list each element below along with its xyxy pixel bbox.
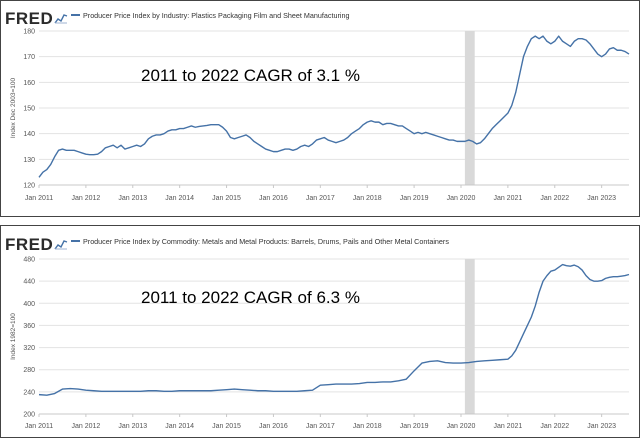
x-tick-label: Jan 2022	[540, 423, 569, 430]
x-tick-label: Jan 2015	[212, 195, 241, 202]
x-tick-label: Jan 2019	[400, 195, 429, 202]
y-tick-label: 360	[23, 323, 35, 330]
y-tick-label: 280	[23, 367, 35, 374]
x-tick-label: Jan 2023	[587, 195, 616, 202]
x-tick-label: Jan 2023	[587, 423, 616, 430]
recession-shade	[464, 259, 475, 414]
y-tick-label: 130	[23, 157, 35, 164]
y-tick-label: 180	[23, 29, 35, 36]
x-tick-label: Jan 2016	[259, 195, 288, 202]
x-tick-label: Jan 2020	[447, 423, 476, 430]
x-tick-label: Jan 2021	[493, 195, 522, 202]
x-tick-label: Jan 2014	[165, 423, 194, 430]
fred-chart-icon	[54, 14, 68, 24]
x-tick-label: Jan 2022	[540, 195, 569, 202]
x-tick-label: Jan 2020	[447, 195, 476, 202]
x-tick-label: Jan 2014	[165, 195, 194, 202]
x-tick-label: Jan 2016	[259, 423, 288, 430]
x-tick-label: Jan 2013	[118, 195, 147, 202]
x-tick-label: Jan 2015	[212, 423, 241, 430]
y-tick-label: 120	[23, 183, 35, 190]
y-tick-label: 400	[23, 301, 35, 308]
series-line	[38, 263, 630, 396]
x-tick-label: Jan 2011	[25, 195, 53, 202]
y-tick-label: 440	[23, 279, 35, 286]
y-axis-label: Index 1982=100	[10, 313, 17, 360]
fred-chart-icon	[54, 240, 68, 250]
y-tick-label: 480	[23, 257, 35, 264]
x-tick-label: Jan 2017	[306, 195, 335, 202]
chart-panel-plastics: FRED Producer Price Index by Industry: Pl…	[1, 1, 639, 209]
x-tick-label: Jan 2013	[118, 423, 147, 430]
y-axis-label: Index Dec 2003=100	[10, 78, 17, 139]
cagr-annotation: 2011 to 2022 CAGR of 3.1 %	[141, 66, 360, 85]
chart-svg-1: FRED Producer Price Index by Commodity: M…	[5, 235, 630, 430]
panel-divider	[0, 216, 640, 226]
y-tick-label: 150	[23, 106, 35, 113]
y-tick-label: 160	[23, 80, 35, 87]
y-tick-label: 320	[23, 345, 35, 352]
x-tick-label: Jan 2019	[400, 423, 429, 430]
y-tick-label: 170	[23, 54, 35, 61]
y-tick-label: 200	[23, 412, 35, 419]
x-tick-label: Jan 2012	[71, 195, 100, 202]
recession-shade	[464, 31, 475, 185]
series-line	[38, 35, 630, 178]
x-tick-label: Jan 2017	[306, 423, 335, 430]
chart-panel-metal-containers: FRED Producer Price Index by Commodity: M…	[1, 227, 639, 435]
y-tick-label: 140	[23, 131, 35, 138]
x-tick-label: Jan 2018	[353, 195, 382, 202]
chart-title: Producer Price Index by Industry: Plasti…	[83, 11, 349, 20]
fred-logo: FRED	[5, 235, 53, 254]
x-tick-label: Jan 2018	[353, 423, 382, 430]
y-tick-label: 240	[23, 389, 35, 396]
x-tick-label: Jan 2012	[71, 423, 100, 430]
chart-title: Producer Price Index by Commodity: Metal…	[83, 237, 449, 246]
x-tick-label: Jan 2011	[25, 423, 53, 430]
chart-svg-0: FRED Producer Price Index by Industry: Pl…	[5, 9, 630, 202]
cagr-annotation: 2011 to 2022 CAGR of 6.3 %	[141, 288, 360, 307]
fred-logo: FRED	[5, 9, 53, 28]
x-tick-label: Jan 2021	[493, 423, 522, 430]
